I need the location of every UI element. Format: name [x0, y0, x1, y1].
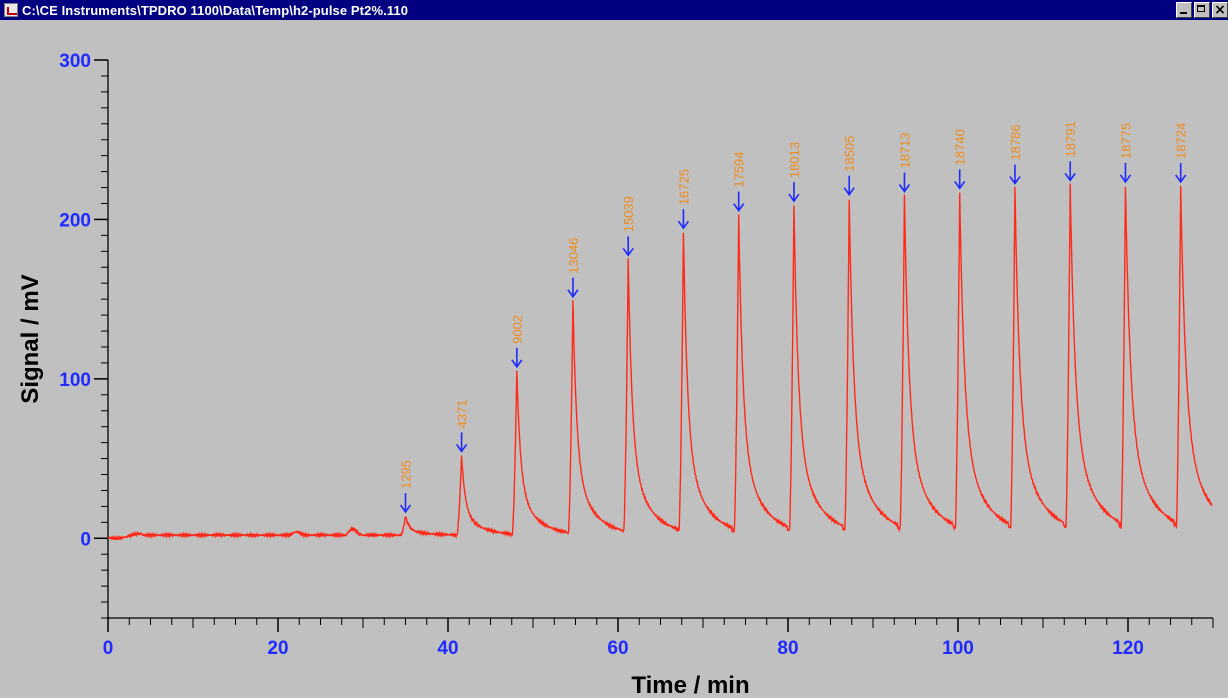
peak-area-label: 18786 — [1008, 124, 1023, 160]
peak-area-label: 18505 — [842, 136, 857, 172]
peak-area-label: 17594 — [732, 151, 747, 187]
peak-arrow-head — [1064, 172, 1076, 182]
peak-marker: 18724 — [1174, 123, 1189, 184]
peak-marker: 18013 — [787, 142, 802, 203]
peak-marker: 18740 — [953, 129, 968, 190]
peak-arrow-head — [677, 220, 690, 230]
title-bar[interactable]: C:\CE Instruments\TPDRO 1100\Data\Temp\h… — [0, 0, 1228, 20]
y-tick-label: 100 — [59, 370, 91, 391]
peak-marker: 15039 — [621, 196, 636, 257]
window-controls: × — [1174, 2, 1228, 18]
peak-area-label: 18724 — [1174, 123, 1189, 159]
peak-marker: 18775 — [1118, 123, 1133, 184]
peak-arrow-head — [567, 289, 579, 299]
peak-area-label: 4371 — [455, 399, 470, 428]
peak-area-label: 9002 — [510, 315, 525, 344]
peak-marker: 9002 — [510, 315, 525, 369]
y-tick-label: 0 — [80, 529, 91, 550]
peak-area-label: 18775 — [1118, 123, 1133, 159]
instrument-chart-icon[interactable] — [4, 3, 18, 17]
y-tick-label: 300 — [59, 51, 91, 72]
peak-arrow-head — [733, 203, 745, 213]
x-tick-label: 40 — [437, 638, 458, 659]
peak-marker: 18786 — [1008, 124, 1023, 185]
peak-arrow-head — [1175, 174, 1187, 184]
peak-markers: 1295 4371 9002 13046 15039 16725 17594 18013 185… — [399, 121, 1189, 514]
peak-marker: 18791 — [1063, 121, 1078, 182]
peak-arrow-head — [898, 184, 911, 193]
y-axis-title: Signal / mV — [17, 274, 44, 403]
peak-marker: 4371 — [455, 399, 470, 453]
maximize-icon[interactable] — [1194, 2, 1210, 18]
peak-marker: 16725 — [676, 169, 691, 230]
peak-area-label: 18791 — [1063, 121, 1078, 157]
x-tick-label: 80 — [777, 638, 798, 659]
peak-area-label: 18713 — [897, 132, 912, 168]
peak-area-label: 18740 — [953, 129, 968, 165]
x-tick-label: 20 — [267, 638, 288, 659]
peak-arrow-head — [399, 504, 412, 514]
peak-arrow-head — [1009, 176, 1021, 185]
peak-marker: 18505 — [842, 136, 857, 197]
minimize-icon[interactable] — [1176, 2, 1192, 18]
y-tick-label: 200 — [59, 210, 91, 231]
trace-group — [107, 183, 1213, 541]
peak-marker: 1295 — [399, 460, 414, 514]
peak-marker: 17594 — [732, 151, 747, 213]
peak-arrow-head — [511, 359, 523, 369]
x-tick-label: 60 — [607, 638, 628, 659]
peak-area-label: 13046 — [566, 238, 581, 274]
peak-marker: 13046 — [566, 238, 581, 299]
peak-arrow-head — [954, 180, 966, 190]
peak-marker: 18713 — [897, 132, 912, 193]
signal-trace — [107, 183, 1213, 541]
peak-arrow-head — [622, 247, 634, 257]
peak-area-label: 16725 — [676, 169, 691, 205]
close-glyph: × — [1214, 2, 1226, 18]
peak-area-label: 1295 — [399, 460, 414, 489]
peak-area-label: 15039 — [621, 196, 636, 232]
peak-arrow-head — [843, 187, 855, 197]
x-tick-label: 100 — [942, 638, 974, 659]
window-title: C:\CE Instruments\TPDRO 1100\Data\Temp\h… — [22, 2, 409, 18]
x-axis-title: Time / min — [631, 672, 749, 698]
peak-area-label: 18013 — [787, 142, 802, 178]
x-tick-label: 120 — [1112, 638, 1144, 659]
axes-group: 0 100 200 300 0 20 40 60 80 100 120 — [59, 51, 1214, 659]
x-tick-label: 0 — [103, 638, 114, 659]
peak-arrow-head — [788, 193, 800, 203]
peak-arrow-head — [1119, 174, 1132, 184]
peak-arrow-head — [455, 443, 468, 453]
